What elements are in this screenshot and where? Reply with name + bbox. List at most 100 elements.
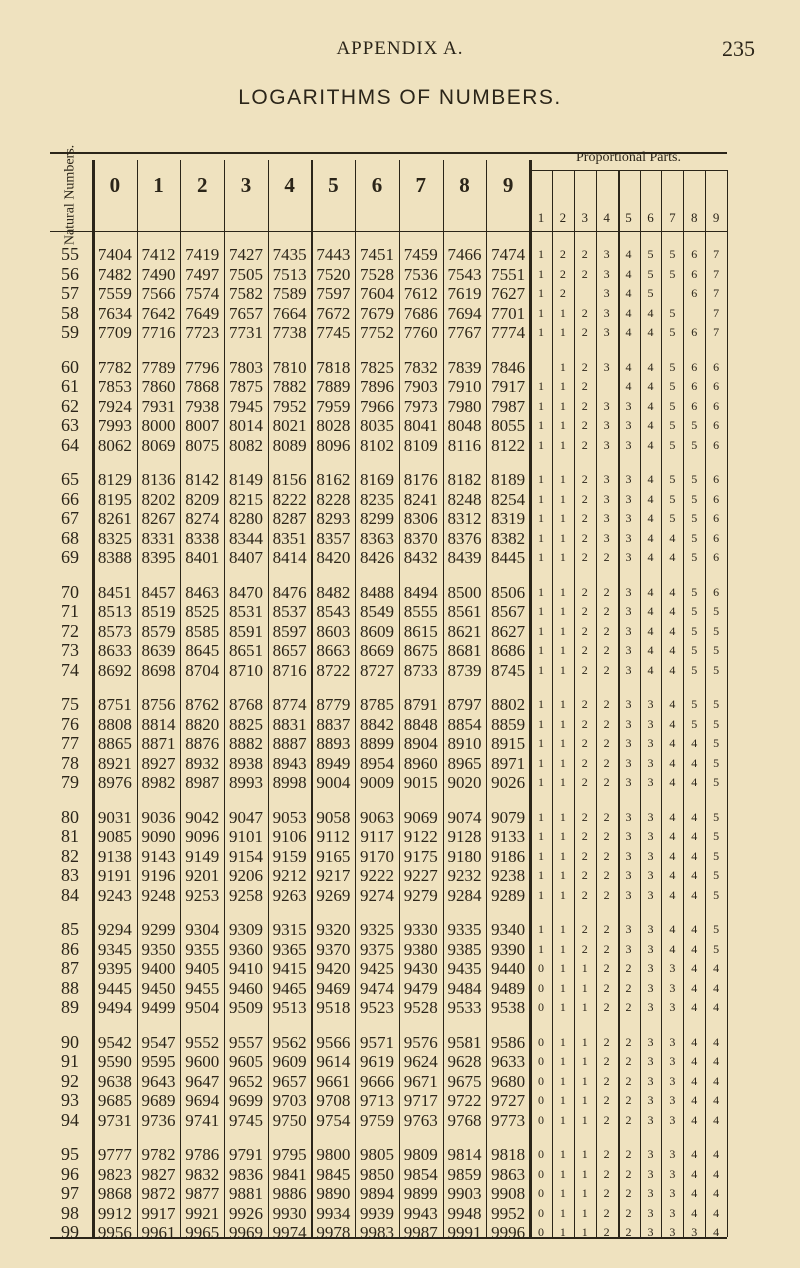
proportional-part: 5 <box>691 623 698 638</box>
proportional-part: 6 <box>713 418 720 432</box>
proportional-part: 0 <box>537 1166 544 1181</box>
log-value: 8519 <box>141 602 176 621</box>
log-value: 8494 <box>403 582 438 602</box>
log-value: 8075 <box>185 435 220 455</box>
column-divider <box>224 160 226 1237</box>
proportional-part: 3 <box>625 775 632 789</box>
proportional-part: 3 <box>669 1186 676 1200</box>
proportional-part: 5 <box>691 697 698 711</box>
log-value: 8062 <box>97 435 132 455</box>
log-value: 9786 <box>185 1145 220 1164</box>
log-value: 8927 <box>141 753 176 773</box>
log-value: 9836 <box>228 1164 263 1184</box>
log-value: 8169 <box>360 470 395 489</box>
log-value: 7782 <box>97 357 132 377</box>
proportional-part: 3 <box>647 1054 654 1068</box>
proportional-part: 2 <box>625 1000 632 1014</box>
log-value: 9552 <box>185 1032 220 1052</box>
proportional-part: 1 <box>559 736 566 750</box>
proportional-part: 3 <box>625 736 632 750</box>
log-value: 9395 <box>97 959 132 978</box>
log-value: 9768 <box>447 1110 482 1130</box>
proportional-part: 3 <box>647 1205 654 1220</box>
proportional-part: 2 <box>581 418 588 432</box>
log-value: 8331 <box>141 528 176 548</box>
log-value: 8597 <box>272 621 307 641</box>
natural-number: 97 <box>61 1183 79 1203</box>
proportional-part: 1 <box>537 398 544 413</box>
log-value: 8069 <box>141 435 176 455</box>
proportional-part: 2 <box>603 961 610 975</box>
log-value: 8395 <box>141 548 176 567</box>
proportional-part: 3 <box>669 1112 676 1127</box>
log-value: 9881 <box>228 1184 263 1203</box>
proportional-part: 3 <box>625 662 632 677</box>
proportional-part: 6 <box>713 550 720 564</box>
log-value: 7767 <box>447 323 482 342</box>
log-value: 9791 <box>228 1145 263 1164</box>
log-value: 9170 <box>360 846 395 866</box>
log-value: 8280 <box>228 509 263 528</box>
proportional-part: 6 <box>691 398 698 413</box>
proportional-part: 7 <box>713 286 720 300</box>
log-value: 7738 <box>272 323 307 342</box>
log-value: 7924 <box>97 396 132 416</box>
natural-number: 55 <box>61 244 79 264</box>
proportional-part: 2 <box>581 922 588 936</box>
log-value: 9547 <box>141 1032 176 1052</box>
column-divider <box>529 160 532 1237</box>
proportional-part: 1 <box>537 887 544 902</box>
column-divider <box>136 160 138 1237</box>
proportional-part: 3 <box>625 584 632 599</box>
proportional-part: 6 <box>691 247 698 261</box>
log-value: 8506 <box>491 582 526 602</box>
natural-number: 91 <box>61 1051 79 1071</box>
pp-column-divider <box>617 170 621 1237</box>
log-value: 9299 <box>141 920 176 939</box>
log-value: 7657 <box>228 303 263 323</box>
proportional-part: 2 <box>603 1112 610 1127</box>
log-value: 7435 <box>272 245 307 264</box>
proportional-part: 2 <box>581 643 588 657</box>
log-value: 8195 <box>97 489 132 509</box>
column-header-3: 3 <box>240 173 252 197</box>
log-value: 7627 <box>491 284 526 303</box>
log-value: 8041 <box>403 416 438 435</box>
log-value: 7818 <box>316 357 351 377</box>
proportional-part: 3 <box>647 1093 654 1107</box>
log-value: 9479 <box>403 978 438 998</box>
log-value: 9243 <box>97 885 132 905</box>
pp-column-divider <box>705 170 707 1237</box>
log-value: 9974 <box>272 1223 307 1242</box>
top-rule <box>50 152 728 154</box>
proportional-part: 2 <box>581 662 588 677</box>
proportional-part: 2 <box>581 398 588 413</box>
log-value: 9827 <box>141 1164 176 1184</box>
proportional-part: 1 <box>537 775 544 789</box>
proportional-part: 6 <box>691 325 698 339</box>
log-value: 9201 <box>185 866 220 885</box>
proportional-part: 2 <box>559 266 566 281</box>
log-value: 8675 <box>403 641 438 660</box>
proportional-part: 5 <box>669 325 676 339</box>
proportional-part: 1 <box>537 511 544 525</box>
log-value: 9605 <box>228 1052 263 1071</box>
proportional-part: 2 <box>603 643 610 657</box>
log-value: 8420 <box>316 548 351 567</box>
proportional-part: 5 <box>713 662 720 677</box>
proportional-part: 2 <box>581 472 588 486</box>
natural-number: 95 <box>61 1144 79 1164</box>
log-value: 8915 <box>491 734 526 753</box>
log-value: 7789 <box>141 357 176 377</box>
log-value: 9934 <box>316 1203 351 1223</box>
natural-number: 88 <box>61 977 79 998</box>
natural-number: 59 <box>61 322 79 342</box>
proportional-part: 2 <box>581 887 588 902</box>
log-value: 9943 <box>403 1203 438 1223</box>
log-value: 8555 <box>403 602 438 621</box>
log-value: 8162 <box>316 470 351 489</box>
log-value: 9186 <box>491 846 526 866</box>
log-value: 9965 <box>185 1223 220 1242</box>
proportional-part: 1 <box>559 775 566 789</box>
log-value: 8651 <box>228 641 263 660</box>
